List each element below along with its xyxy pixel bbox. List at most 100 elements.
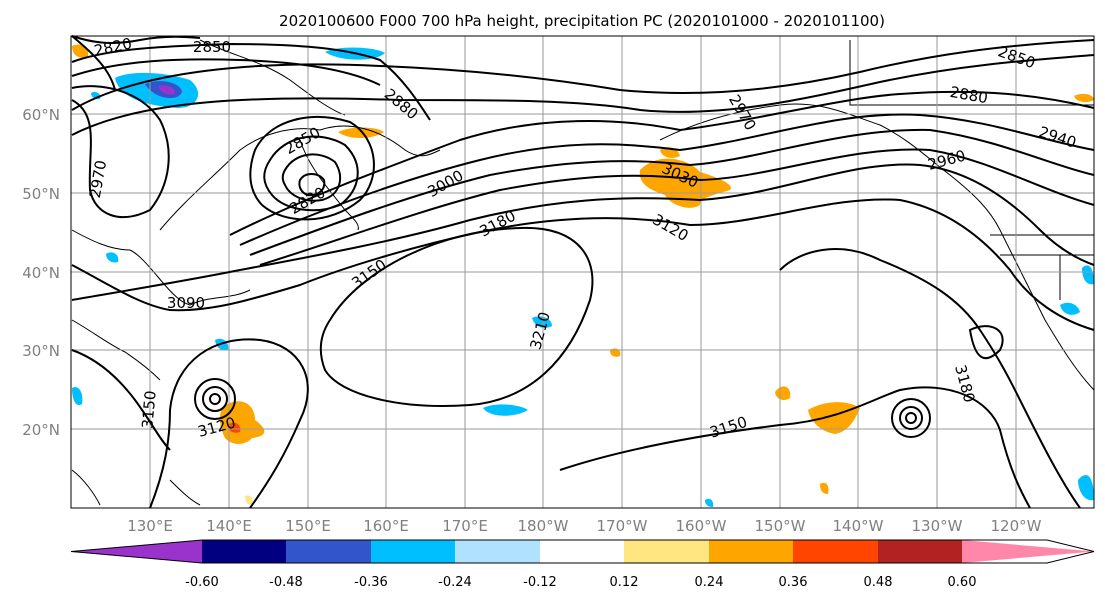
colorbar-tick-label: 0.36 <box>779 575 808 590</box>
contour-line <box>249 128 1095 256</box>
contour-line <box>71 163 1095 301</box>
contour-line <box>149 338 309 509</box>
lon-label: 170°W <box>597 517 648 535</box>
contour-line <box>298 173 326 197</box>
colorbar-segment <box>793 540 878 563</box>
contour-line <box>71 35 116 91</box>
contour-line <box>209 393 221 405</box>
lon-label: 180°W <box>518 517 569 535</box>
coastline <box>71 319 161 381</box>
colorbar-tick-label: -0.12 <box>523 575 557 590</box>
height-contours <box>71 35 1095 509</box>
contour-line <box>71 42 431 121</box>
coastline <box>159 125 441 231</box>
contour-line <box>71 58 381 86</box>
lon-label: 130°W <box>912 517 963 535</box>
colorbar-tick-label: 0.48 <box>864 575 893 590</box>
contour-line <box>281 153 342 202</box>
precip-patch <box>106 252 119 263</box>
precip-patch <box>72 386 83 406</box>
colorbar-segment <box>624 540 709 563</box>
map-frame <box>70 35 1095 509</box>
graticule <box>71 36 1094 508</box>
contour-line <box>899 406 923 430</box>
contour-line <box>202 386 228 412</box>
colorbar-ticks: -0.60 -0.48 -0.36 -0.24 -0.12 0.12 0.24 … <box>185 575 976 590</box>
contour-line <box>229 90 1095 236</box>
contour-line <box>71 198 1095 331</box>
map-title: 2020100600 F000 700 hPa height, precipit… <box>279 12 885 30</box>
coastline <box>659 103 1095 391</box>
lat-label: 20°N <box>22 421 60 439</box>
contour-label: 3150 <box>138 390 159 430</box>
precip-patch <box>245 495 253 505</box>
contour-line <box>71 35 201 44</box>
contour-line <box>779 248 1081 509</box>
precip-patch <box>338 127 384 138</box>
lat-label: 60°N <box>22 106 60 124</box>
coastline <box>169 479 201 506</box>
precip-patch <box>483 404 528 416</box>
colorbar-tick-label: -0.60 <box>185 575 219 590</box>
precip-patch <box>1078 474 1094 501</box>
lat-label: 30°N <box>22 342 60 360</box>
lon-label: 170°E <box>442 517 488 535</box>
contour-line <box>319 226 594 407</box>
coastline <box>71 229 251 306</box>
contour-label: 2850 <box>193 38 231 56</box>
precip-patch <box>532 316 552 328</box>
contour-line <box>891 398 931 438</box>
lon-label: 160°W <box>676 517 727 535</box>
precip-patch <box>1074 93 1094 103</box>
contour-line <box>239 113 1095 246</box>
coastline <box>199 39 346 116</box>
lon-label: 140°W <box>833 517 884 535</box>
contour-line <box>559 386 1031 509</box>
colorbar-tick-label: 0.12 <box>610 575 639 590</box>
latitude-labels: 60°N 50°N 40°N 30°N 20°N <box>22 106 60 439</box>
colorbar-segment <box>962 540 1094 563</box>
lon-label: 140°E <box>206 517 252 535</box>
contour-line <box>71 349 171 451</box>
colorbar-tick-label: -0.36 <box>354 575 388 590</box>
lon-label: 150°W <box>755 517 806 535</box>
colorbar-segment <box>878 540 962 563</box>
lon-label: 130°E <box>127 517 173 535</box>
colorbar-tick-label: -0.48 <box>269 575 303 590</box>
lon-label: 150°E <box>285 517 331 535</box>
colorbar-tick-label: -0.24 <box>438 575 472 590</box>
contour-line <box>71 85 170 219</box>
contour-line <box>968 325 1004 360</box>
colorbar-segment <box>371 540 455 563</box>
coastline <box>71 469 101 506</box>
lat-label: 50°N <box>22 185 60 203</box>
colorbar <box>70 539 1095 564</box>
precip-patch <box>1060 302 1080 315</box>
precip-patch <box>820 482 829 494</box>
colorbar-segment <box>286 540 371 563</box>
contour-line <box>71 54 1095 136</box>
colorbar-outline <box>70 539 1095 564</box>
colorbar-segment <box>540 540 624 563</box>
precip-patch <box>228 422 241 433</box>
colorbar-segment <box>709 540 793 563</box>
colorbar-tick-label: 0.60 <box>948 575 977 590</box>
colorbar-segment <box>202 540 286 563</box>
colorbar-tick-label: 0.24 <box>695 575 724 590</box>
coastlines <box>71 39 1095 506</box>
precip-patch <box>705 498 714 507</box>
contour-line <box>71 39 1095 111</box>
contour-label: 3090 <box>167 294 205 312</box>
colorbar-segment <box>71 540 202 563</box>
precip-patch <box>158 85 176 95</box>
coastline <box>849 40 1094 106</box>
precip-patch <box>775 386 791 400</box>
lat-label: 40°N <box>22 264 60 282</box>
precip-patch <box>1082 265 1094 285</box>
lon-label: 120°W <box>991 517 1042 535</box>
contour-line <box>905 412 917 424</box>
lon-label: 160°E <box>363 517 409 535</box>
precip-patch <box>639 158 731 208</box>
contour-line <box>259 148 1095 266</box>
